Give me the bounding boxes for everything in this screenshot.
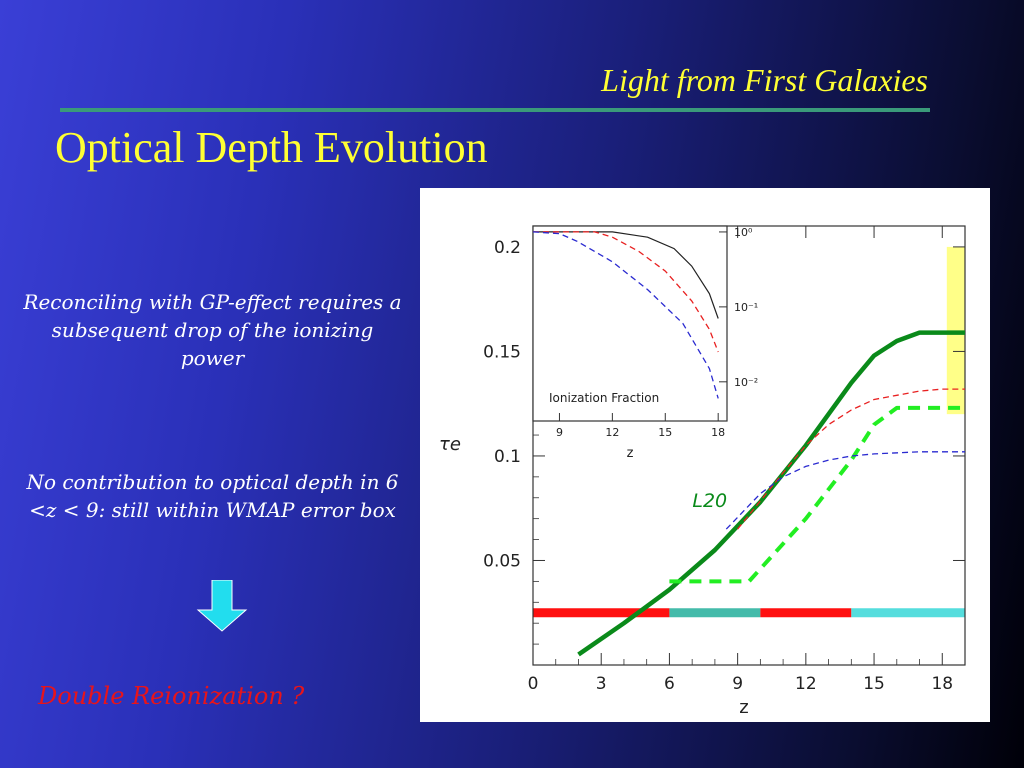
inset-x-tick-label-15: 15: [658, 426, 672, 439]
series-line-0: [577, 330, 965, 657]
inset-y-tick-label-1: 10⁻¹: [734, 301, 758, 314]
x-tick-label-15: 15: [863, 674, 885, 694]
inset-x-tick-label-12: 12: [605, 426, 619, 439]
y-axis-label: τe: [439, 434, 461, 455]
x-tick-label-3: 3: [596, 674, 607, 694]
x-axis-label: z: [739, 697, 748, 718]
slide-header: Light from First Galaxies: [601, 62, 928, 98]
double-reionization-label: Double Reionization ?: [38, 682, 305, 710]
x-tick-label-0: 0: [528, 674, 539, 694]
inset-title: Ionization Fraction: [549, 391, 659, 405]
series-line-1: [669, 405, 965, 584]
series-line-3: [725, 451, 965, 530]
inset-y-tick-label-0: 10⁰: [734, 226, 753, 239]
x-tick-label-6: 6: [664, 674, 675, 694]
note-no-contribution: No contribution to optical depth in 6 <z…: [26, 470, 399, 522]
main-plot-frame: [532, 225, 966, 666]
inset-series-line-1: [533, 231, 719, 353]
header-rule: [60, 108, 930, 112]
down-arrow-icon: [196, 580, 248, 632]
inset-x-tick-label-18: 18: [711, 426, 725, 439]
slide-title: Optical Depth Evolution: [55, 123, 488, 172]
annotation-l20: L20: [692, 490, 727, 512]
y-tick-label-0: 0.05: [483, 551, 521, 571]
note-gp-effect: Reconciling with GP-effect requires a su…: [23, 290, 402, 370]
optical-depth-chart: 0 3 6 9 12 15 18 0.05 0.1 0.15 0.2 z τe L20 9 12 15 18 z 10…: [439, 225, 966, 718]
series-line-2: [737, 388, 965, 530]
inset-y-tick-label-2: 10⁻²: [734, 376, 758, 389]
x-tick-label-9: 9: [732, 674, 743, 694]
y-tick-label-3: 0.2: [494, 238, 521, 258]
inset-series-line-0: [533, 231, 719, 319]
inset-x-axis-label: z: [627, 446, 634, 461]
chart-panel: 0 3 6 9 12 15 18 0.05 0.1 0.15 0.2 z τe L20 9 12 15 18 z 10…: [420, 188, 990, 722]
inset-series-line-2: [532, 231, 719, 399]
inset-x-tick-label-9: 9: [556, 426, 563, 439]
y-tick-label-2: 0.15: [483, 342, 521, 362]
x-tick-label-12: 12: [795, 674, 817, 694]
inset-frame: [532, 225, 728, 422]
x-tick-label-18: 18: [931, 674, 953, 694]
y-tick-label-1: 0.1: [494, 447, 521, 467]
